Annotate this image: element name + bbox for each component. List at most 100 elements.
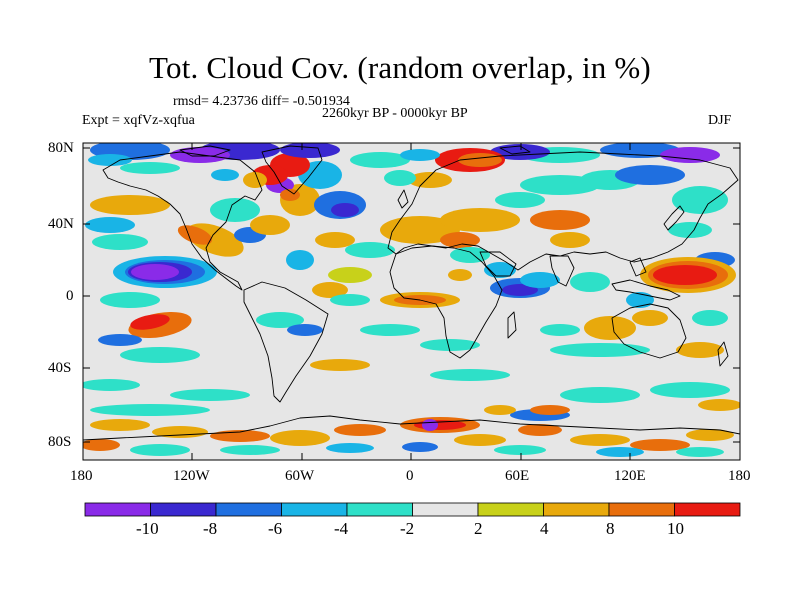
anomaly-patch-112 (596, 447, 644, 457)
anomaly-patch-104 (630, 439, 690, 451)
anomaly-patch-106 (83, 439, 120, 451)
anomaly-patch-113 (676, 447, 724, 457)
lat-tick-40s: 40S (48, 360, 72, 376)
colorbar-label-m6: -6 (268, 519, 283, 538)
anomaly-patch-110 (402, 442, 438, 452)
anomaly-patch-11 (120, 347, 200, 363)
experiment-label: Expt = xqfVz-xqfua (82, 113, 195, 128)
anomaly-patch-80 (384, 170, 416, 186)
anomaly-patch-60 (626, 292, 654, 308)
anomaly-patch-61 (584, 316, 636, 340)
anomaly-patch-92 (400, 149, 440, 161)
anomaly-patch-89 (120, 162, 180, 174)
lat-tick-40n: 40N (48, 216, 74, 232)
anomaly-field (83, 143, 740, 460)
colorbar-box-6 (477, 502, 544, 517)
anomaly-patch-107 (130, 444, 190, 456)
anomaly-patch-14 (90, 404, 210, 416)
colorbar-box-4 (346, 502, 413, 517)
anomaly-patch-68 (698, 399, 740, 411)
anomaly-patch-105 (686, 429, 734, 441)
anomaly-patch-1 (85, 217, 135, 233)
map-title: Tot. Cloud Cov. (random overlap, in %) (149, 50, 651, 85)
anomaly-patch-28 (328, 267, 372, 283)
colorbar-box-3 (281, 502, 348, 517)
anomaly-patch-9 (130, 314, 170, 330)
anomaly-patch-88 (211, 169, 239, 181)
lon-tick-120e: 120E (614, 468, 646, 484)
anomaly-patch-63 (692, 310, 728, 326)
anomaly-patch-70 (450, 247, 490, 263)
anomaly-patch-59 (570, 272, 610, 292)
anomaly-patch-7 (100, 292, 160, 308)
colorbar-box-7 (543, 502, 610, 517)
anomaly-patch-101 (454, 434, 506, 446)
anomaly-patch-37 (420, 339, 480, 351)
anomaly-patch-96 (270, 430, 330, 446)
anomaly-patch-42 (440, 208, 520, 232)
anomaly-patch-65 (540, 324, 580, 336)
lon-tick-60w: 60W (285, 468, 315, 484)
anomaly-patch-67 (650, 382, 730, 398)
colorbar-label-m2: -2 (400, 519, 415, 538)
anomaly-patch-64 (676, 342, 724, 358)
period-label: 2260kyr BP - 0000kyr BP (322, 106, 468, 121)
anomaly-patch-102 (518, 424, 562, 436)
anomaly-patch-75 (660, 147, 720, 163)
anomaly-patch-109 (326, 443, 374, 453)
lon-tick-180-right: 180 (728, 468, 751, 484)
anomaly-patch-36 (360, 324, 420, 336)
colorbar-label-m10: -10 (136, 519, 159, 538)
anomaly-patch-29 (286, 250, 314, 270)
anomaly-patch-79 (408, 172, 452, 188)
anomaly-patch-86 (243, 172, 267, 188)
anomaly-patch-31 (256, 312, 304, 328)
anomaly-patch-10 (98, 334, 142, 346)
anomaly-patch-5 (131, 264, 179, 280)
lon-tick-120w: 120W (173, 468, 210, 484)
anomaly-patch-55 (653, 265, 717, 285)
anomaly-patch-44 (530, 210, 590, 230)
anomaly-patch-46 (495, 192, 545, 208)
anomaly-patch-50 (672, 186, 728, 214)
colorbar-label-m4: -4 (334, 519, 349, 538)
colorbar-label-2: 2 (474, 519, 483, 538)
lon-tick-60e: 60E (505, 468, 530, 484)
coastlines (83, 145, 740, 441)
anomaly-patch-13 (170, 389, 250, 401)
lon-tick-0: 0 (406, 468, 414, 484)
anomaly-patch-91 (350, 152, 410, 168)
anomaly-patch-51 (668, 222, 712, 238)
anomaly-patch-43 (440, 232, 480, 248)
anomaly-patch-66 (560, 387, 640, 403)
colorbar-label-4: 4 (540, 519, 549, 538)
anomaly-patch-87 (280, 189, 300, 201)
anomaly-patch-103 (570, 434, 630, 446)
anomaly-patch-12 (83, 379, 140, 391)
anomaly-patch-90 (88, 154, 132, 166)
anomaly-patch-0 (90, 195, 170, 215)
colorbar-box-5 (412, 502, 479, 517)
anomaly-patch-115 (484, 405, 516, 415)
anomaly-patch-17 (210, 198, 260, 222)
anomaly-patch-97 (334, 424, 386, 436)
anomaly-patch-62 (632, 310, 668, 326)
anomaly-patch-57 (502, 284, 538, 296)
colorbar-label-10: 10 (667, 519, 684, 538)
anomaly-patch-38 (310, 359, 370, 371)
anomaly-patch-93 (90, 419, 150, 431)
colorbar-label-m8: -8 (203, 519, 218, 538)
anomaly-patch-27 (315, 232, 355, 248)
anomaly-patch-108 (220, 445, 280, 455)
colorbar-box-8 (608, 502, 675, 517)
anomaly-patch-26 (345, 242, 395, 258)
colorbar-box-2 (215, 502, 282, 517)
anomaly-patch-33 (330, 294, 370, 306)
anomaly-patch-40 (550, 343, 650, 357)
anomaly-patch-94 (152, 426, 208, 438)
colorbar-box-9 (674, 502, 741, 517)
anomaly-patch-41 (380, 216, 460, 244)
anomaly-blobs (83, 143, 740, 457)
